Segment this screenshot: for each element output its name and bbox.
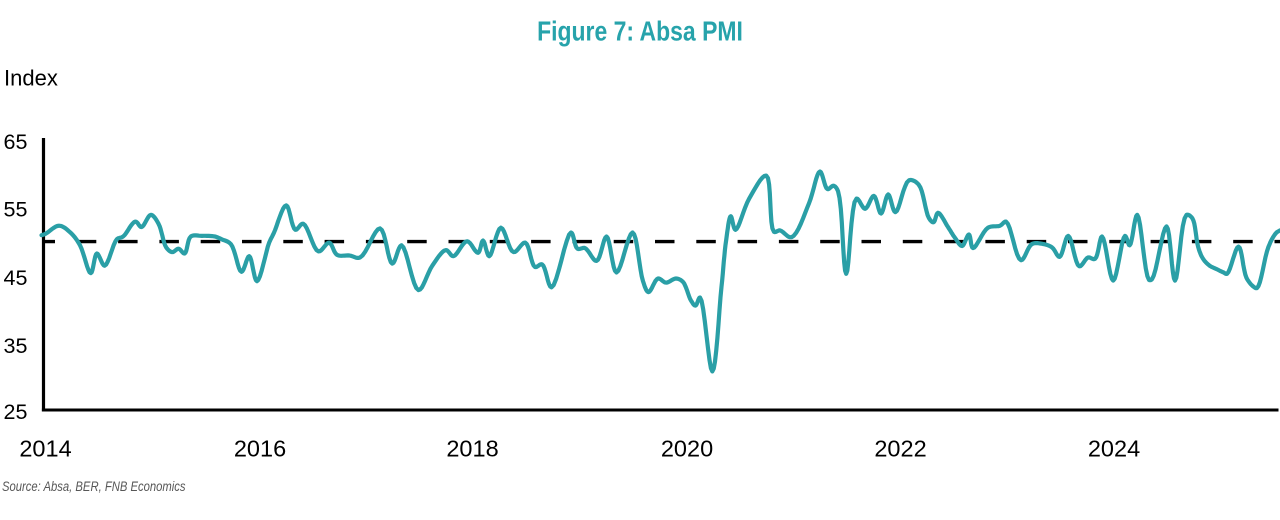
svg-text:35: 35 [4,334,28,358]
svg-text:55: 55 [4,198,28,222]
svg-text:2016: 2016 [234,436,286,462]
svg-text:Source: Absa, BER, FNB Economi: Source: Absa, BER, FNB Economics [2,479,186,494]
svg-text:65: 65 [4,130,28,154]
svg-text:Index: Index [4,66,58,91]
svg-text:2020: 2020 [661,436,713,462]
svg-text:2018: 2018 [446,436,498,462]
svg-text:45: 45 [4,266,28,290]
svg-text:Figure 7: Absa PMI: Figure 7: Absa PMI [537,17,743,47]
svg-text:2022: 2022 [874,436,926,462]
svg-text:25: 25 [4,400,28,424]
svg-text:2024: 2024 [1088,436,1140,462]
svg-text:2014: 2014 [19,436,71,462]
